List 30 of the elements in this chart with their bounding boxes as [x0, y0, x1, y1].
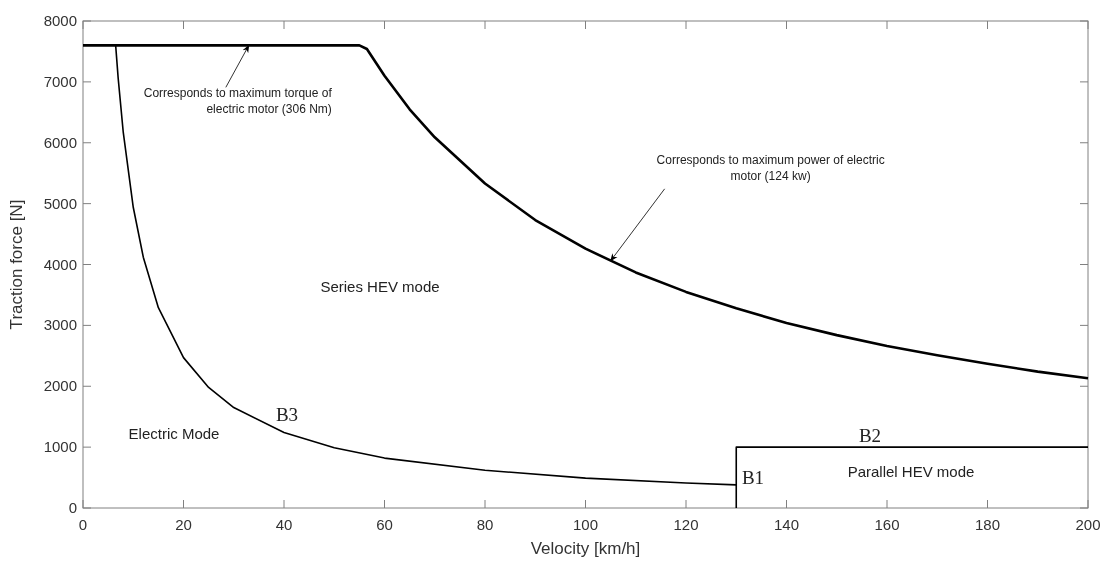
- annotation: Corresponds to maximum power of electric motor (124 kw): [656, 152, 885, 183]
- annotation: Parallel HEV mode: [847, 463, 975, 481]
- annotation: B3: [275, 403, 299, 425]
- x-tick-label: 80: [476, 516, 494, 533]
- annotation: B2: [858, 424, 882, 446]
- y-tick-label: 8000: [43, 12, 77, 29]
- annotation: Series HEV mode: [320, 278, 440, 296]
- y-tick-label: 7000: [43, 72, 77, 90]
- x-tick-label: 200: [1075, 516, 1101, 533]
- x-tick-label: 100: [572, 516, 599, 533]
- y-tick-label: 5000: [43, 194, 77, 212]
- x-tick-label: 60: [376, 516, 393, 533]
- x-tick-label: 140: [773, 516, 800, 533]
- y-tick-label: 2000: [43, 377, 77, 395]
- y-axis-title: Traction force [N]: [7, 199, 26, 330]
- annotation: B1: [741, 466, 765, 488]
- x-tick-label: 120: [673, 516, 699, 533]
- y-tick-label: 3000: [43, 316, 77, 334]
- annotation: Electric Mode: [128, 425, 220, 443]
- x-tick-label: 0: [78, 516, 88, 533]
- y-tick-label: 4000: [43, 255, 77, 273]
- x-axis-title: Velocity [km/h]: [530, 539, 641, 558]
- x-tick-label: 20: [175, 516, 192, 533]
- x-tick-label: 40: [275, 516, 293, 533]
- x-tick-label: 180: [974, 516, 1001, 533]
- x-tick-label: 160: [874, 516, 900, 533]
- annotation: Corresponds to maximum torque of electric motor (306 Nm): [143, 86, 333, 117]
- y-tick-label: 6000: [43, 133, 77, 151]
- y-tick-label: 0: [68, 499, 77, 516]
- y-tick-label: 1000: [43, 438, 77, 456]
